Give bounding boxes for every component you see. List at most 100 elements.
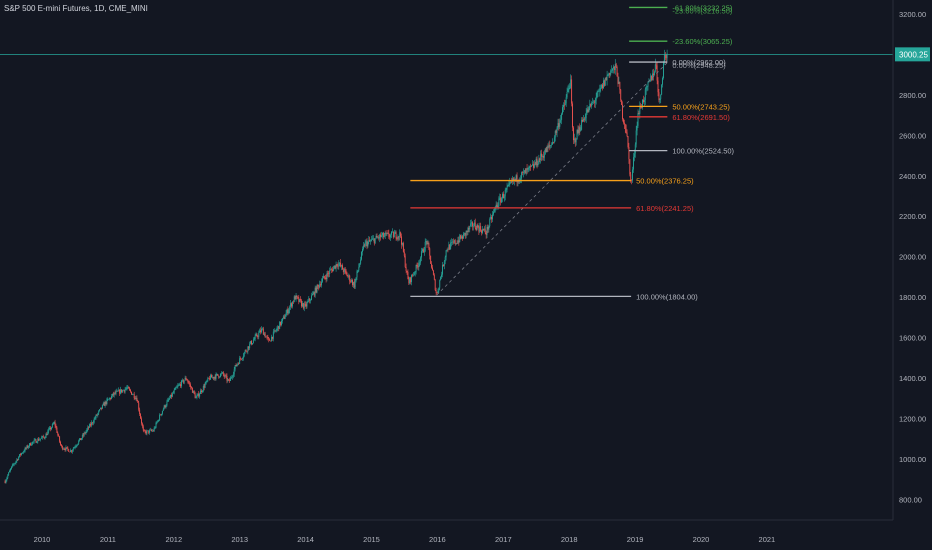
candle-body <box>77 443 79 446</box>
candle-body <box>613 66 615 71</box>
candle-body <box>43 437 45 439</box>
candle-body <box>174 387 176 391</box>
candle-body <box>606 75 608 81</box>
candle-body <box>69 451 71 453</box>
candle-body <box>321 281 322 286</box>
candle-body <box>305 304 307 307</box>
candle-body <box>258 332 260 337</box>
candle-body <box>554 131 556 138</box>
candle-body <box>433 274 435 280</box>
candle-body <box>584 118 586 120</box>
candle-body <box>73 447 75 449</box>
candle-body <box>265 336 267 338</box>
candle-body <box>34 439 36 441</box>
y-tick-label: 800.00 <box>899 495 922 504</box>
candle-body <box>122 389 124 391</box>
candle-body <box>244 350 246 353</box>
candle-body <box>570 79 572 87</box>
candle-body <box>116 390 118 392</box>
candle-body <box>544 148 546 155</box>
candle-body <box>46 433 48 436</box>
candle-body <box>274 330 276 332</box>
candle-body <box>250 341 252 344</box>
candle-body <box>316 284 318 293</box>
candle-body <box>54 422 56 426</box>
candle-body <box>207 377 209 381</box>
candle-body <box>367 241 369 247</box>
candle-body <box>496 204 498 207</box>
candle-body <box>528 166 530 169</box>
candle-body <box>314 287 316 296</box>
candle-body <box>643 99 645 103</box>
candle-body <box>408 279 410 284</box>
candle-body <box>452 241 453 243</box>
candle-body <box>245 350 247 352</box>
y-tick-label: 2400.00 <box>899 172 926 181</box>
candle-body <box>659 98 661 101</box>
candle-body <box>277 326 279 329</box>
candle-body <box>546 146 548 153</box>
candle-body <box>246 351 248 352</box>
candle-body <box>345 270 347 273</box>
candle-body <box>28 446 30 448</box>
candle-body <box>531 165 533 167</box>
candle-body <box>550 145 552 146</box>
candle-body <box>112 393 114 396</box>
candle-body <box>111 396 112 399</box>
candle-body <box>276 328 278 331</box>
candle-body <box>197 393 199 396</box>
candle-body <box>323 276 325 278</box>
candle-body <box>432 270 434 275</box>
candle-body <box>644 89 646 100</box>
candle-body <box>557 123 559 128</box>
candle-body <box>590 103 592 107</box>
candle-body <box>300 299 302 301</box>
candle-body <box>598 91 600 92</box>
candle-body <box>48 429 50 432</box>
candle-body <box>100 407 101 410</box>
candle-body <box>66 447 68 448</box>
y-tick-label: 2600.00 <box>899 131 926 140</box>
candle-body <box>206 380 208 382</box>
fib-level-label: -61.80%(3232.25) <box>672 3 733 12</box>
candle-body <box>78 440 80 444</box>
y-tick-label: 2000.00 <box>899 253 926 262</box>
candle-body <box>355 277 357 281</box>
candle-body <box>90 424 91 426</box>
candle-body <box>502 193 504 199</box>
candle-body <box>666 53 668 59</box>
candle-body <box>649 80 651 82</box>
candle-body <box>445 250 447 258</box>
candle-body <box>490 216 492 219</box>
candle-body <box>41 436 43 438</box>
candle-body <box>338 263 340 266</box>
candle-body <box>84 432 86 434</box>
candle-body <box>296 295 298 297</box>
candle-body <box>203 386 205 388</box>
candle-body <box>504 189 506 197</box>
candle-body <box>450 242 452 250</box>
candle-body <box>623 119 624 123</box>
candle-body <box>184 377 186 381</box>
candle-body <box>158 420 160 421</box>
candle-body <box>44 437 46 439</box>
y-tick-label: 1600.00 <box>899 334 926 343</box>
candle-body <box>517 181 519 183</box>
candle-body <box>351 280 353 286</box>
candle-body <box>36 442 38 443</box>
candle-body <box>423 250 425 253</box>
candle-body <box>578 127 580 133</box>
candle-body <box>363 245 365 247</box>
candle-body <box>288 310 290 314</box>
candle-body <box>20 454 21 455</box>
chart-title: S&P 500 E-mini Futures, 1D, CME_MINI <box>4 4 148 13</box>
candle-body <box>297 296 299 298</box>
candle-body <box>407 272 409 280</box>
candle-body <box>582 119 583 122</box>
candle-body <box>120 389 121 394</box>
candle-body <box>479 226 481 232</box>
candle-body <box>604 77 606 86</box>
candle-body <box>651 75 653 80</box>
candle-body <box>255 334 257 336</box>
